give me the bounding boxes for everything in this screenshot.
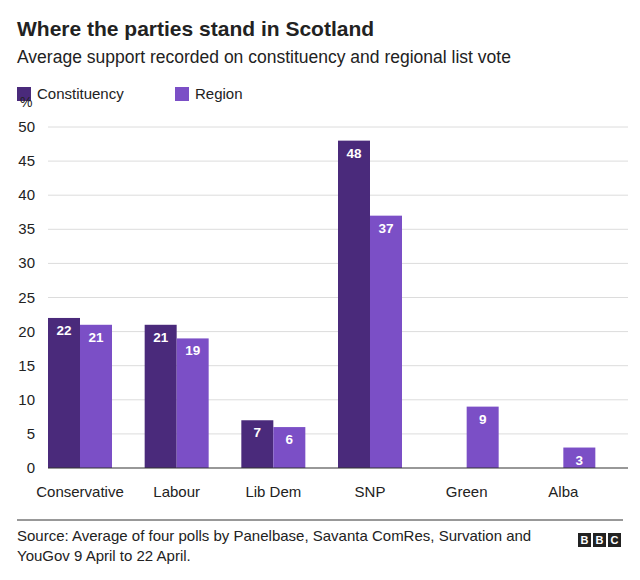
bar (241, 420, 273, 468)
bar (177, 338, 209, 468)
bar (563, 448, 595, 468)
y-tick-label: 0 (27, 459, 35, 476)
bar (145, 325, 177, 468)
data-labels: 22 21 21 19 7 6 48 37 9 3 (56, 146, 583, 468)
bar (80, 325, 112, 468)
y-tick-label: 25 (18, 289, 35, 306)
y-axis-label: % (20, 94, 32, 110)
y-tick-label: 30 (18, 254, 35, 271)
legend-label: Constituency (37, 85, 124, 102)
y-tick-label: 45 (18, 152, 35, 169)
legend-swatch (175, 87, 189, 101)
title: Where the parties stand in Scotland (17, 17, 374, 40)
y-tick-label: 50 (18, 118, 35, 135)
x-tick-label: Lib Dem (245, 483, 301, 500)
y-tick-label: 20 (18, 323, 35, 340)
bar (273, 427, 305, 468)
data-label: 22 (56, 323, 71, 338)
subtitle: Average support recorded on constituency… (17, 47, 511, 67)
logo-letter: B (593, 533, 606, 547)
data-label: 21 (88, 330, 104, 345)
data-label: 21 (153, 330, 169, 345)
logo: BBC (578, 533, 621, 547)
data-label: 37 (378, 221, 393, 236)
bar (370, 216, 402, 468)
x-tick-label: Conservative (36, 483, 124, 500)
y-tick-label: 5 (27, 425, 35, 442)
x-axis-line (48, 467, 628, 468)
logo-letter: C (608, 533, 621, 547)
y-tick-label: 40 (18, 186, 35, 203)
data-label: 7 (254, 425, 262, 440)
x-tick-label: Green (446, 483, 488, 500)
logo-letter: B (578, 533, 591, 547)
y-tick-label: 35 (18, 220, 35, 237)
separator (17, 520, 623, 521)
data-label: 3 (576, 453, 584, 468)
bar (338, 141, 370, 468)
data-label: 48 (346, 146, 362, 161)
data-label: 9 (479, 412, 487, 427)
grid-line (48, 127, 628, 128)
x-tick-label: Labour (153, 483, 200, 500)
bar (467, 407, 499, 468)
legend-label: Region (195, 85, 243, 102)
x-tick-label: Alba (548, 483, 579, 500)
y-tick-label: 10 (18, 391, 35, 408)
bar (48, 318, 80, 468)
data-label: 6 (286, 432, 294, 447)
source-note: Source: Average of four polls by Panelba… (17, 526, 572, 566)
chart: Where the parties stand in Scotland Avera… (0, 0, 640, 580)
bars (48, 141, 595, 468)
data-label: 19 (185, 343, 200, 358)
y-tick-label: 15 (18, 357, 35, 374)
x-tick-label: SNP (355, 483, 386, 500)
